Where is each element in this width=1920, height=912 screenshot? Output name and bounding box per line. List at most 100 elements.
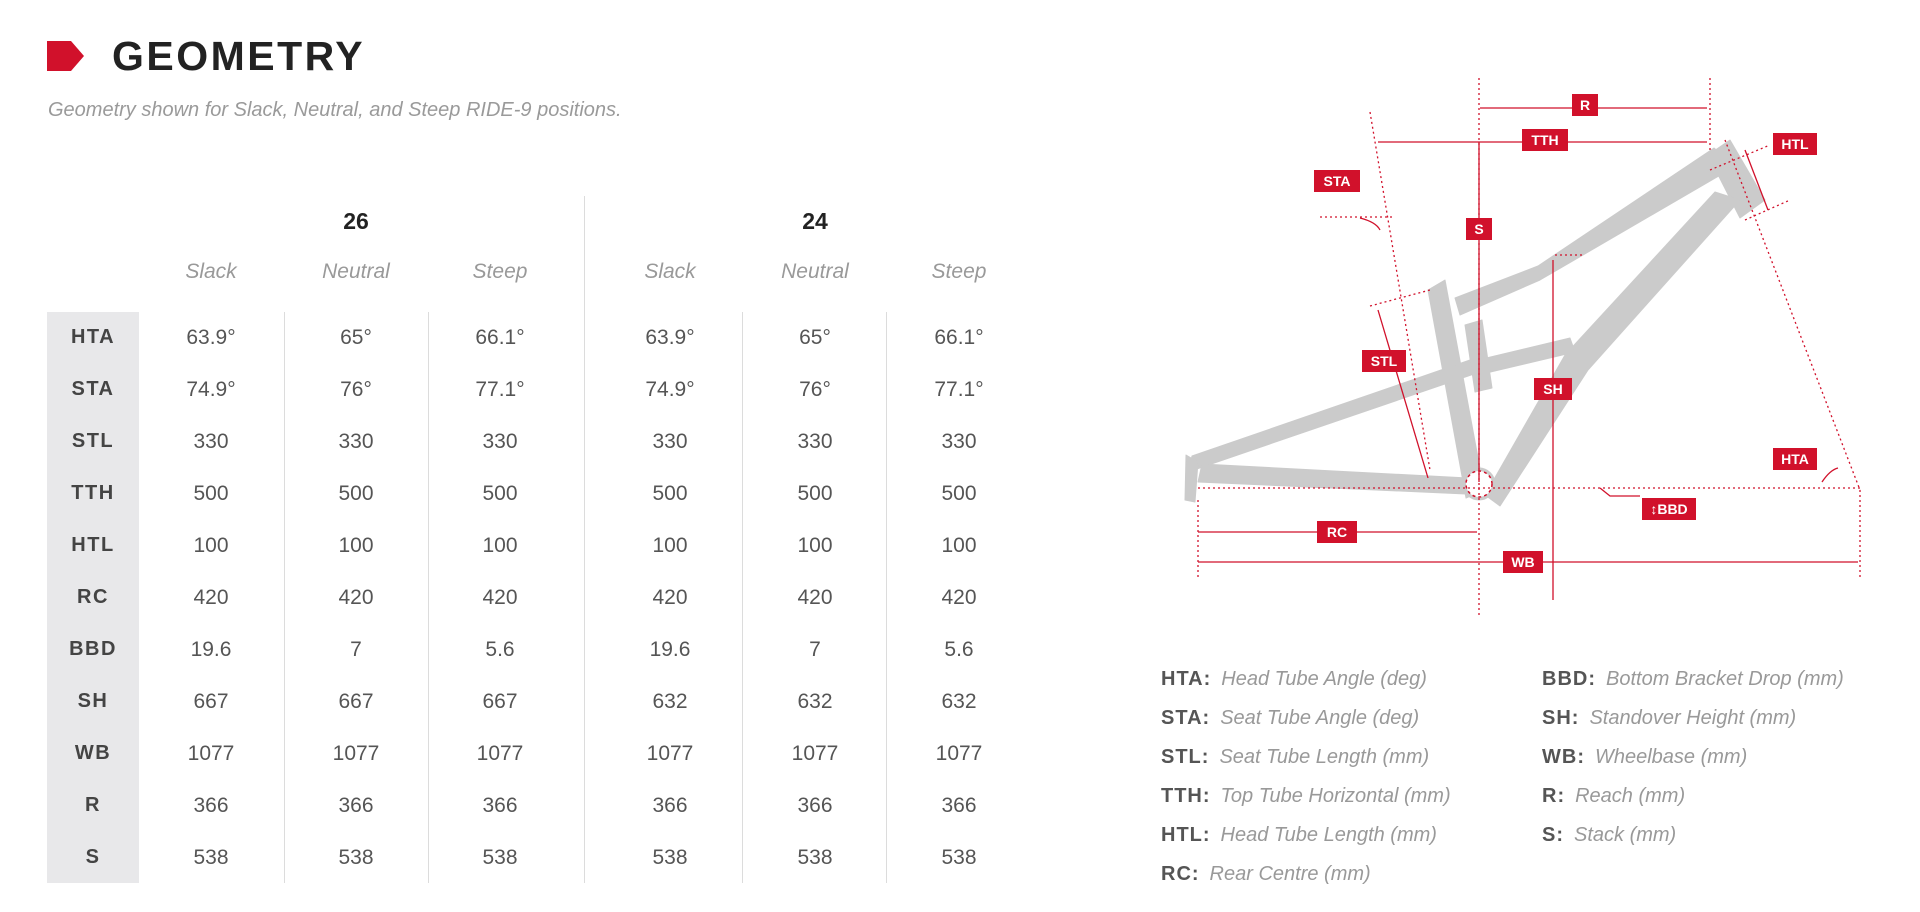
legend-item-sh: SH: Standover Height (mm) bbox=[1542, 707, 1796, 730]
legend-desc: Bottom Bracket Drop (mm) bbox=[1606, 668, 1844, 690]
table-cell: 500 bbox=[941, 482, 977, 505]
table-cell: 420 bbox=[482, 586, 518, 609]
legend-desc: Stack (mm) bbox=[1574, 824, 1677, 846]
table-cell: 366 bbox=[193, 794, 229, 817]
table-cell: 538 bbox=[652, 846, 688, 869]
badge-htl: HTL bbox=[1781, 136, 1809, 152]
chain-stay bbox=[1197, 463, 1469, 495]
legend-desc: Reach (mm) bbox=[1575, 785, 1686, 807]
badge-tth: TTH bbox=[1531, 132, 1558, 148]
row-label-htl: HTL bbox=[71, 534, 115, 556]
table-cell: 500 bbox=[797, 482, 833, 505]
table-cell: 66.1° bbox=[934, 326, 984, 349]
flag-icon bbox=[47, 41, 84, 71]
table-cell: 100 bbox=[338, 534, 374, 557]
size-header-24: 24 bbox=[802, 208, 828, 234]
table-cell: 19.6 bbox=[190, 638, 232, 661]
frame-silhouette bbox=[1184, 139, 1766, 507]
badge-s: S bbox=[1474, 221, 1483, 237]
table-cell: 65° bbox=[799, 326, 831, 349]
table-cell: 500 bbox=[652, 482, 688, 505]
legend-desc: Head Tube Length (mm) bbox=[1220, 824, 1437, 846]
legend-item-rc: RC: Rear Centre (mm) bbox=[1161, 863, 1371, 886]
table-cell: 632 bbox=[652, 690, 688, 713]
row-label-sh: SH bbox=[77, 690, 109, 712]
table-cell: 420 bbox=[193, 586, 229, 609]
legend-desc: Top Tube Horizontal (mm) bbox=[1220, 785, 1451, 807]
legend-desc: Head Tube Angle (deg) bbox=[1221, 668, 1427, 690]
table-cell: 330 bbox=[941, 430, 977, 453]
table-cell: 366 bbox=[338, 794, 374, 817]
table-cell: 420 bbox=[652, 586, 688, 609]
legend-code: WB: bbox=[1542, 746, 1585, 768]
table-cell: 420 bbox=[338, 586, 374, 609]
shock bbox=[1477, 337, 1576, 375]
legend-code: STL: bbox=[1161, 746, 1210, 768]
frame-geometry-diagram: R TTH HTL STA S STL SH HTA ↕BBD RC WB bbox=[1184, 78, 1861, 615]
page-title: GEOMETRY bbox=[112, 33, 366, 79]
row-label-sta: STA bbox=[71, 378, 115, 400]
row-label-bbd: BBD bbox=[69, 638, 117, 660]
column-divider bbox=[428, 312, 429, 883]
table-cell: 538 bbox=[482, 846, 518, 869]
row-label-column bbox=[47, 312, 139, 883]
dimension-badges: R TTH HTL STA S STL SH HTA ↕BBD RC WB bbox=[1314, 94, 1817, 573]
table-cell: 76° bbox=[799, 378, 831, 401]
legend-desc: Standover Height (mm) bbox=[1589, 707, 1797, 729]
size-divider bbox=[584, 196, 585, 883]
top-tube bbox=[1454, 147, 1737, 316]
table-cell: 330 bbox=[338, 430, 374, 453]
legend-item-hta: HTA: Head Tube Angle (deg) bbox=[1161, 668, 1427, 691]
table-cell: 538 bbox=[797, 846, 833, 869]
row-label-r: R bbox=[85, 794, 101, 816]
table-cell: 1077 bbox=[332, 742, 380, 765]
table-cell: 1077 bbox=[935, 742, 983, 765]
table-cell: 330 bbox=[652, 430, 688, 453]
legend-desc: Seat Tube Angle (deg) bbox=[1220, 707, 1420, 729]
table-cell: 667 bbox=[482, 690, 518, 713]
table-cell: 366 bbox=[652, 794, 688, 817]
table-cell: 100 bbox=[193, 534, 229, 557]
table-cell: 1077 bbox=[646, 742, 694, 765]
table-cell: 330 bbox=[193, 430, 229, 453]
size-header-26: 26 bbox=[343, 208, 369, 234]
legend-code: RC: bbox=[1161, 863, 1200, 885]
table-cell: 1077 bbox=[476, 742, 524, 765]
legend-desc: Seat Tube Length (mm) bbox=[1219, 746, 1430, 768]
badge-rc: RC bbox=[1327, 524, 1347, 540]
legend-code: STA: bbox=[1161, 707, 1211, 729]
position-header-steep: Steep bbox=[931, 260, 987, 283]
table-cell: 63.9° bbox=[186, 326, 236, 349]
table-cell: 76° bbox=[340, 378, 372, 401]
legend-code: HTL: bbox=[1161, 824, 1211, 846]
legend-item-sta: STA: Seat Tube Angle (deg) bbox=[1161, 707, 1419, 730]
position-header-steep: Steep bbox=[472, 260, 528, 283]
table-cell: 65° bbox=[340, 326, 372, 349]
legend-item-wb: WB: Wheelbase (mm) bbox=[1542, 746, 1747, 769]
table-cell: 66.1° bbox=[475, 326, 525, 349]
legend-desc: Wheelbase (mm) bbox=[1594, 746, 1748, 768]
row-label-rc: RC bbox=[77, 586, 109, 608]
legend-item-tth: TTH: Top Tube Horizontal (mm) bbox=[1161, 785, 1451, 808]
position-header-neutral: Neutral bbox=[781, 260, 849, 283]
legend-item-s: S: Stack (mm) bbox=[1542, 824, 1676, 847]
legend-code: SH: bbox=[1542, 707, 1580, 729]
table-cell: 500 bbox=[338, 482, 374, 505]
table-cell: 366 bbox=[482, 794, 518, 817]
table-cell: 1077 bbox=[187, 742, 235, 765]
table-cell: 667 bbox=[193, 690, 229, 713]
badge-hta: HTA bbox=[1781, 451, 1809, 467]
legend-item-bbd: BBD: Bottom Bracket Drop (mm) bbox=[1542, 668, 1844, 691]
table-cell: 420 bbox=[941, 586, 977, 609]
table-cell: 538 bbox=[338, 846, 374, 869]
badge-sta: STA bbox=[1324, 173, 1351, 189]
badge-bbd: ↕BBD bbox=[1650, 501, 1687, 517]
table-cell: 330 bbox=[797, 430, 833, 453]
row-label-tth: TTH bbox=[71, 482, 115, 504]
table-cell: 77.1° bbox=[934, 378, 984, 401]
legend-item-htl: HTL: Head Tube Length (mm) bbox=[1161, 824, 1437, 847]
table-cell: 100 bbox=[941, 534, 977, 557]
table-cell: 19.6 bbox=[649, 638, 691, 661]
table-cell: 538 bbox=[193, 846, 229, 869]
table-cell: 500 bbox=[193, 482, 229, 505]
